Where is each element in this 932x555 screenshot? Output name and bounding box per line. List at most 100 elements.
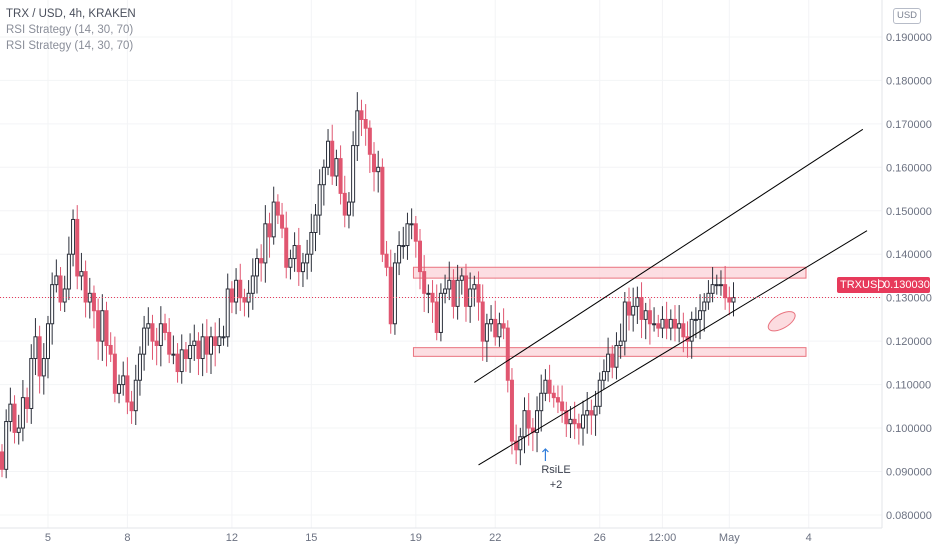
candle-body [8,403,13,423]
candle-body [522,410,527,438]
candle-body [121,375,126,386]
candle-body [217,336,222,346]
candle-body [150,323,155,342]
candle-body [593,405,598,416]
candle-body [25,397,30,409]
candle-body [359,110,364,121]
candle-body [472,284,477,290]
candle-body [710,284,715,294]
candle-body [526,410,531,429]
candle-body [714,284,719,287]
indicator-label[interactable]: RSI Strategy (14, 30, 70) [6,40,134,52]
candle-body [338,158,343,194]
candle-body [622,301,627,342]
candle-body [196,340,201,360]
candle-body [610,353,615,368]
drawings [474,128,868,466]
candle-body [459,275,464,281]
candle-body [300,262,305,273]
candle-body [514,440,519,451]
candle-body [426,292,431,295]
candle-body [555,397,560,403]
candle-body [246,292,251,303]
candle-body [238,279,243,299]
candle-body [631,305,636,316]
price-tick-label: 0.090000 [886,467,932,479]
candle-body [29,358,34,409]
candle-body [618,340,623,346]
signal-count: +2 [549,479,563,491]
candle-body [200,336,205,360]
candle-body [313,214,318,233]
price-tick-label: 0.100000 [886,423,932,435]
candle-body [484,323,489,342]
candle-body [480,301,485,342]
candle-body [597,379,602,407]
indicator-label[interactable]: RSI Strategy (14, 30, 70) [6,24,134,36]
candle-body [117,384,122,394]
candle-body [225,288,230,338]
chart-legend: TRX / USD, 4h, KRAKEN RSI Strategy (14, … [6,6,136,54]
candle-body [209,336,213,355]
candle-body [108,344,113,355]
candle-body [175,353,180,373]
candle-body [434,301,439,333]
candle-body [79,271,84,277]
candle-body [560,401,565,412]
time-tick-label: 5 [45,532,51,544]
candle-body [267,223,272,238]
time-tick-label: May [719,532,740,544]
candle-body [405,223,410,247]
time-tick-label: 15 [305,532,317,544]
candle-body [677,323,682,329]
candle-body [250,275,255,294]
candle-body [41,358,46,377]
candle-body [183,349,188,360]
candle-body [179,349,184,373]
candle-body [229,288,234,303]
candle-body [259,258,264,264]
candle-body [501,323,506,329]
candle-body [543,379,548,394]
candle-body [668,318,673,329]
candle-body [589,410,594,416]
candle-body [660,318,665,329]
candle-body [698,310,703,320]
candle-body [346,201,351,216]
candle-body [463,275,468,307]
candle-body [455,279,460,307]
candle-body [572,418,577,425]
candle-body [689,318,694,342]
currency-badge[interactable]: USD [893,8,921,24]
time-tick-label: 19 [410,532,422,544]
candle-body [96,310,101,342]
candle-body [702,301,707,312]
symbol-title[interactable]: TRX / USD, 4h, KRAKEN [6,8,136,20]
candle-body [656,323,661,329]
candle-body [497,323,502,338]
candle-body [518,436,523,451]
price-tick-label: 0.150000 [886,206,932,218]
candle-body [418,240,422,273]
candle-body [100,310,105,342]
candle-body [317,184,322,216]
candle-body [4,421,9,470]
candle-body [384,253,389,268]
candle-body [137,353,142,381]
candle-body [142,327,147,355]
candle-body [242,297,247,303]
candle-body [401,245,406,248]
candle-body [568,418,573,425]
candle-body [576,423,581,429]
candle-body [388,266,393,325]
candle-body [635,297,640,307]
candle-body [305,253,310,264]
candle-body [83,271,88,303]
price-tick-label: 0.190000 [886,32,932,44]
candle-body [50,284,55,325]
candle-body [380,166,385,255]
candle-body [443,288,448,294]
candle-body [539,392,544,412]
